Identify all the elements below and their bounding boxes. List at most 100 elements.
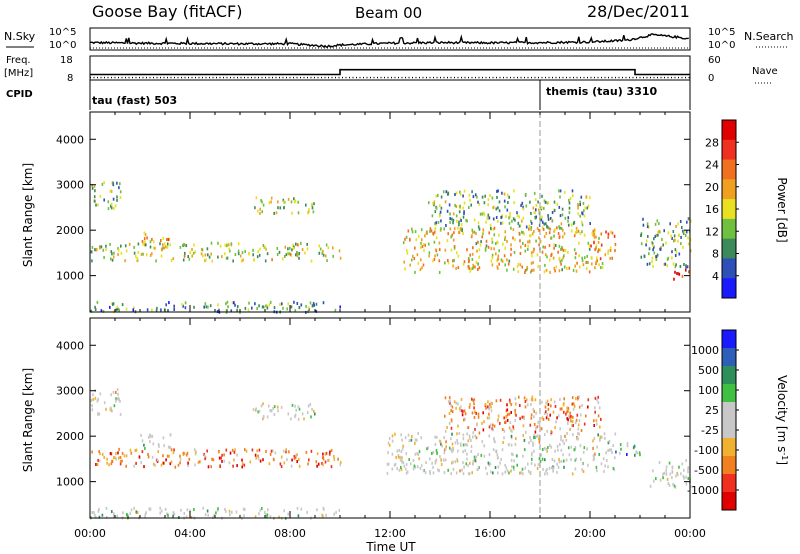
power-cell	[642, 217, 644, 221]
velocity-cell	[573, 448, 575, 452]
velocity-cell	[282, 449, 285, 453]
time-tick-label: 20:00	[574, 527, 606, 540]
velocity-cell	[668, 461, 671, 465]
power-cell	[283, 200, 286, 204]
velocity-cell	[426, 447, 428, 451]
power-cell	[472, 263, 474, 267]
power-cell	[116, 195, 118, 199]
velocity-cell	[283, 509, 285, 513]
velocity-cell	[615, 450, 617, 454]
power-cell	[287, 197, 290, 201]
velocity-cell	[466, 452, 468, 456]
power-cell	[252, 248, 254, 252]
power-cell	[405, 235, 408, 239]
power-cell	[503, 192, 506, 196]
power-cell	[132, 308, 135, 312]
velocity-cell	[521, 467, 524, 471]
velocity-cell	[607, 465, 609, 469]
power-cell	[325, 243, 328, 247]
velocity-cell	[417, 432, 419, 435]
velocity-cell	[338, 508, 341, 512]
velocity-cell	[294, 455, 297, 459]
power-cell	[561, 258, 563, 262]
power-cell	[550, 236, 553, 240]
velocity-cell	[462, 472, 465, 476]
power-cell	[543, 222, 545, 226]
velocity-cell	[96, 399, 99, 403]
velocity-cell	[535, 411, 537, 415]
velocity-cell	[659, 478, 662, 482]
velocity-cell	[566, 410, 568, 414]
velocity-cell	[189, 509, 191, 513]
velocity-cell	[546, 449, 548, 453]
velocity-cell	[202, 506, 204, 510]
power-cell	[525, 225, 528, 229]
velocity-cell	[544, 433, 546, 437]
velocity-cell	[513, 459, 515, 463]
velocity-cell	[550, 445, 553, 449]
velocity-cell	[236, 453, 238, 457]
power-cell	[409, 263, 411, 267]
velocity-cell	[497, 456, 499, 460]
power-colorbar-swatch	[722, 179, 736, 200]
power-cell	[264, 259, 267, 263]
velocity-cell	[563, 410, 565, 414]
power-cell	[203, 305, 205, 309]
power-cell	[553, 234, 555, 238]
velocity-cell	[432, 471, 435, 475]
velocity-cell	[475, 411, 477, 415]
power-cell	[567, 216, 570, 220]
velocity-cell	[563, 442, 565, 446]
power-cell	[456, 219, 458, 223]
power-cell	[293, 300, 295, 304]
power-cell	[308, 208, 310, 212]
power-cell	[151, 237, 153, 241]
power-cell	[428, 201, 430, 205]
power-cell	[496, 195, 498, 199]
velocity-cell	[492, 428, 494, 432]
power-cell	[467, 265, 470, 269]
power-cell	[182, 258, 185, 262]
velocity-cell	[212, 458, 215, 462]
velocity-colorbar-tick-label: -25	[701, 424, 719, 437]
velocity-cell	[300, 507, 303, 511]
power-cell	[558, 225, 560, 229]
power-cell	[100, 245, 103, 249]
velocity-cell	[550, 432, 552, 436]
velocity-cell	[206, 509, 209, 513]
power-cell	[656, 253, 659, 257]
power-cell	[653, 245, 655, 249]
power-cell	[567, 250, 569, 254]
velocity-cell	[453, 400, 456, 404]
power-cell	[112, 181, 114, 185]
velocity-cell	[569, 411, 571, 415]
power-region-8	[590, 230, 617, 261]
velocity-cell	[531, 398, 534, 402]
cpid-segment-2-label: themis (tau) 3310	[546, 85, 658, 98]
power-cell	[501, 259, 504, 263]
power-cell	[278, 250, 281, 254]
velocity-cell	[522, 424, 525, 428]
power-cell	[492, 205, 495, 209]
velocity-cell	[464, 443, 467, 447]
power-cell	[581, 223, 584, 227]
velocity-cell	[103, 401, 106, 405]
velocity-cell	[652, 469, 654, 473]
velocity-cell	[111, 459, 114, 463]
velocity-cell	[531, 451, 533, 455]
velocity-cell	[110, 462, 113, 466]
velocity-cell	[144, 447, 146, 450]
velocity-cell	[257, 454, 259, 458]
velocity-cell	[458, 432, 461, 435]
power-cell	[560, 227, 563, 230]
velocity-cell	[134, 449, 137, 452]
velocity-colorbar-frame	[721, 329, 737, 511]
velocity-cell	[287, 512, 289, 516]
power-cell	[286, 307, 288, 311]
power-cell	[613, 234, 616, 238]
velocity-cell	[570, 415, 572, 418]
power-cell	[475, 232, 477, 235]
velocity-cell	[207, 465, 210, 469]
power-cell	[109, 305, 111, 309]
velocity-ytick-label: 3000	[56, 385, 84, 398]
